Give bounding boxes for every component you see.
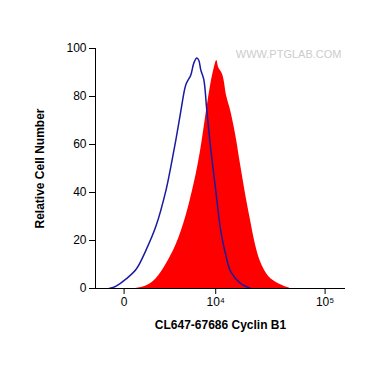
svg-text:80: 80 [73,89,87,103]
svg-text:40: 40 [73,185,87,199]
svg-text:WWW.PTGLAB.COM: WWW.PTGLAB.COM [236,48,342,60]
svg-text:0: 0 [80,281,87,295]
svg-text:60: 60 [73,137,87,151]
svg-text:10⁴: 10⁴ [206,295,225,309]
svg-text:Relative Cell Number: Relative Cell Number [33,108,47,228]
svg-text:CL647-67686 Cyclin B1: CL647-67686 Cyclin B1 [155,318,287,332]
svg-text:0: 0 [121,295,128,309]
svg-text:100: 100 [66,41,86,55]
svg-text:10⁵: 10⁵ [316,295,334,309]
svg-text:20: 20 [73,233,87,247]
